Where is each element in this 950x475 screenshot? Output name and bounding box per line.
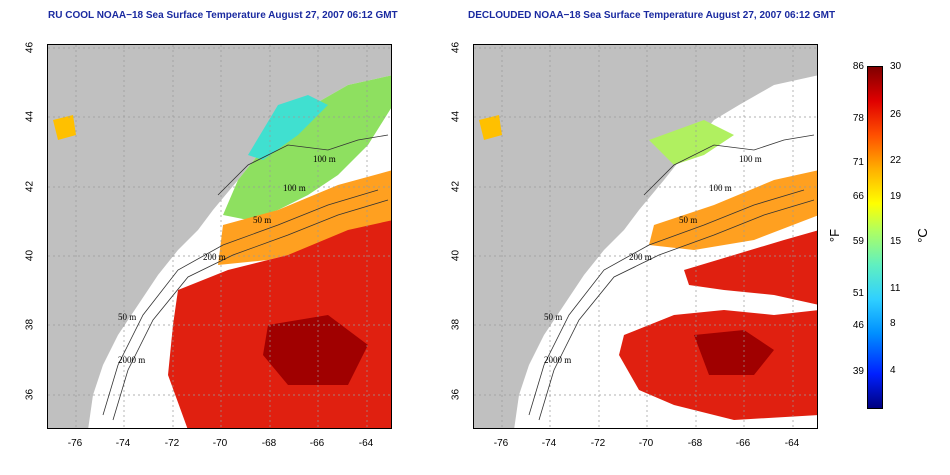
grid-lines	[48, 45, 391, 428]
colorbar-c-tick: 26	[890, 109, 902, 120]
depth-contours	[102, 134, 389, 421]
contour-label: 2000 m	[118, 355, 145, 365]
left-lat-tick: 42	[24, 180, 36, 193]
right-lat-tick: 46	[450, 41, 462, 54]
fahrenheit-unit-label: °F	[827, 228, 843, 243]
yellow-patch	[53, 115, 76, 140]
right-lon-tick: -68	[687, 438, 703, 449]
left-lon-tick: -74	[115, 438, 131, 449]
right-lon-tick: -74	[541, 438, 557, 449]
colorbar-f-tick: 71	[852, 157, 864, 168]
contour-label: 100 m	[313, 154, 336, 164]
right-lat-tick: 44	[450, 110, 462, 123]
left-lon-tick: -66	[309, 438, 325, 449]
left-lon-tick: -64	[358, 438, 374, 449]
warm-band	[218, 170, 391, 265]
colorbar-f-tick: 66	[852, 191, 864, 202]
colorbar-c-tick: 15	[890, 236, 902, 247]
very-hot-region	[694, 330, 774, 375]
right-lon-tick: -64	[784, 438, 800, 449]
teal-water	[248, 95, 328, 160]
right-lat-tick: 36	[450, 388, 462, 401]
left-map-svg: 100 m 100 m 50 m 200 m 50 m 2000 m	[48, 45, 391, 428]
contour-label: 100 m	[709, 183, 732, 193]
colorbar-c-tick: 19	[890, 191, 902, 202]
left-lon-tick: -70	[212, 438, 228, 449]
left-lat-tick: 36	[24, 388, 36, 401]
colorbar-c-tick: 30	[890, 61, 902, 72]
left-map: 100 m 100 m 50 m 200 m 50 m 2000 m	[47, 44, 392, 429]
left-lat-tick: 46	[24, 41, 36, 54]
contour-label: 2000 m	[544, 355, 571, 365]
celsius-unit-label: °C	[914, 228, 930, 243]
left-lat-tick: 44	[24, 110, 36, 123]
very-hot-region	[263, 315, 368, 385]
colorbar-f-tick: 51	[852, 288, 864, 299]
depth-contours	[528, 134, 815, 421]
contour-label: 50 m	[253, 215, 271, 225]
contour-label: 200 m	[203, 252, 226, 262]
right-lon-tick: -70	[638, 438, 654, 449]
yellow-patch	[479, 115, 502, 140]
colorbar-f-tick: 86	[852, 61, 864, 72]
hot-region	[684, 230, 817, 305]
colorbar-c-tick: 11	[890, 283, 901, 294]
right-map: 100 m 100 m 50 m 200 m 50 m 2000 m	[473, 44, 818, 429]
left-panel-title: RU COOL NOAA−18 Sea Surface Temperature …	[48, 10, 398, 21]
right-lat-tick: 40	[450, 249, 462, 262]
contour-label: 50 m	[118, 312, 136, 322]
grid-lines	[474, 45, 817, 428]
colorbar-c-tick: 4	[890, 365, 896, 376]
colorbar-f-tick: 46	[852, 320, 864, 331]
left-lon-tick: -68	[261, 438, 277, 449]
land-mass	[474, 45, 817, 428]
contour-label: 50 m	[544, 312, 562, 322]
left-lon-tick: -72	[164, 438, 180, 449]
contour-label: 200 m	[629, 252, 652, 262]
colorbar-c-tick: 8	[890, 318, 896, 329]
right-map-svg: 100 m 100 m 50 m 200 m 50 m 2000 m	[474, 45, 817, 428]
land-mass	[48, 45, 391, 428]
left-lon-tick: -76	[67, 438, 83, 449]
contour-label: 50 m	[679, 215, 697, 225]
temperature-colorbar	[867, 66, 883, 409]
colorbar-c-tick: 22	[890, 155, 902, 166]
right-lon-tick: -66	[735, 438, 751, 449]
left-lat-tick: 40	[24, 249, 36, 262]
left-lat-tick: 38	[24, 318, 36, 331]
right-lat-tick: 38	[450, 318, 462, 331]
right-lat-tick: 42	[450, 180, 462, 193]
colorbar-f-tick: 78	[852, 113, 864, 124]
contour-label: 100 m	[283, 183, 306, 193]
right-lon-tick: -76	[493, 438, 509, 449]
cool-water	[649, 120, 734, 165]
right-panel-title: DECLOUDED NOAA−18 Sea Surface Temperatur…	[468, 10, 836, 21]
contour-label: 100 m	[739, 154, 762, 164]
colorbar-f-tick: 39	[852, 366, 864, 377]
colorbar-f-tick: 59	[852, 236, 864, 247]
right-lon-tick: -72	[590, 438, 606, 449]
